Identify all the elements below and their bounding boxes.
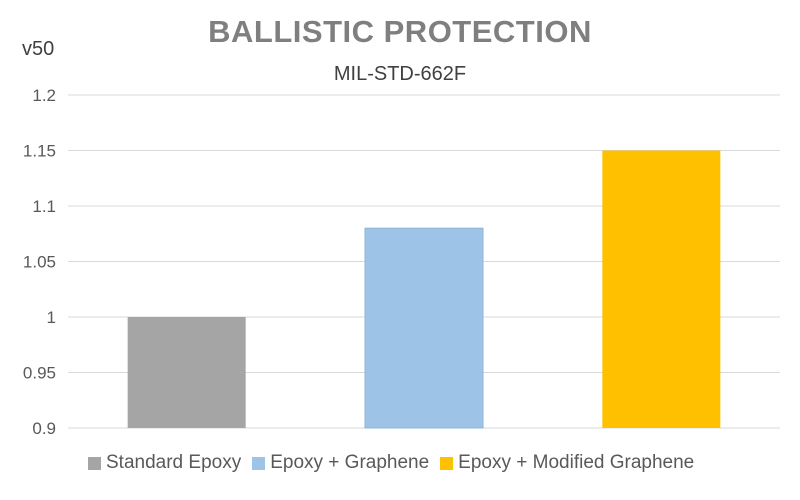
bar	[364, 227, 484, 429]
legend: Standard Epoxy Epoxy + Graphene Epoxy + Mo…	[88, 452, 694, 474]
legend-item: Epoxy + Graphene	[252, 452, 429, 474]
y-axis-label: v50	[22, 38, 55, 60]
y-tick-label: 0.9	[32, 419, 56, 438]
legend-item: Standard Epoxy	[88, 452, 241, 474]
y-tick-label: 1.2	[32, 86, 56, 105]
chart-title: BALLISTIC PROTECTION	[208, 14, 592, 49]
legend-label: Epoxy + Modified Graphene	[458, 452, 695, 473]
y-tick-label: 1.05	[23, 253, 56, 272]
legend-label: Epoxy + Graphene	[270, 452, 430, 473]
legend-item: Epoxy + Modified Graphene	[440, 452, 694, 474]
bar	[127, 317, 246, 428]
y-tick-label: 0.95	[23, 364, 56, 383]
legend-swatch	[252, 456, 266, 470]
legend-label: Standard Epoxy	[106, 452, 242, 473]
y-tick-label: 1	[47, 308, 56, 327]
y-tick-label: 1.1	[32, 197, 56, 216]
y-tick-label: 1.15	[23, 142, 56, 161]
bar	[602, 150, 721, 428]
legend-swatch	[88, 456, 101, 470]
legend-swatch	[440, 456, 454, 470]
chart-subtitle: MIL-STD-662F	[333, 63, 467, 85]
